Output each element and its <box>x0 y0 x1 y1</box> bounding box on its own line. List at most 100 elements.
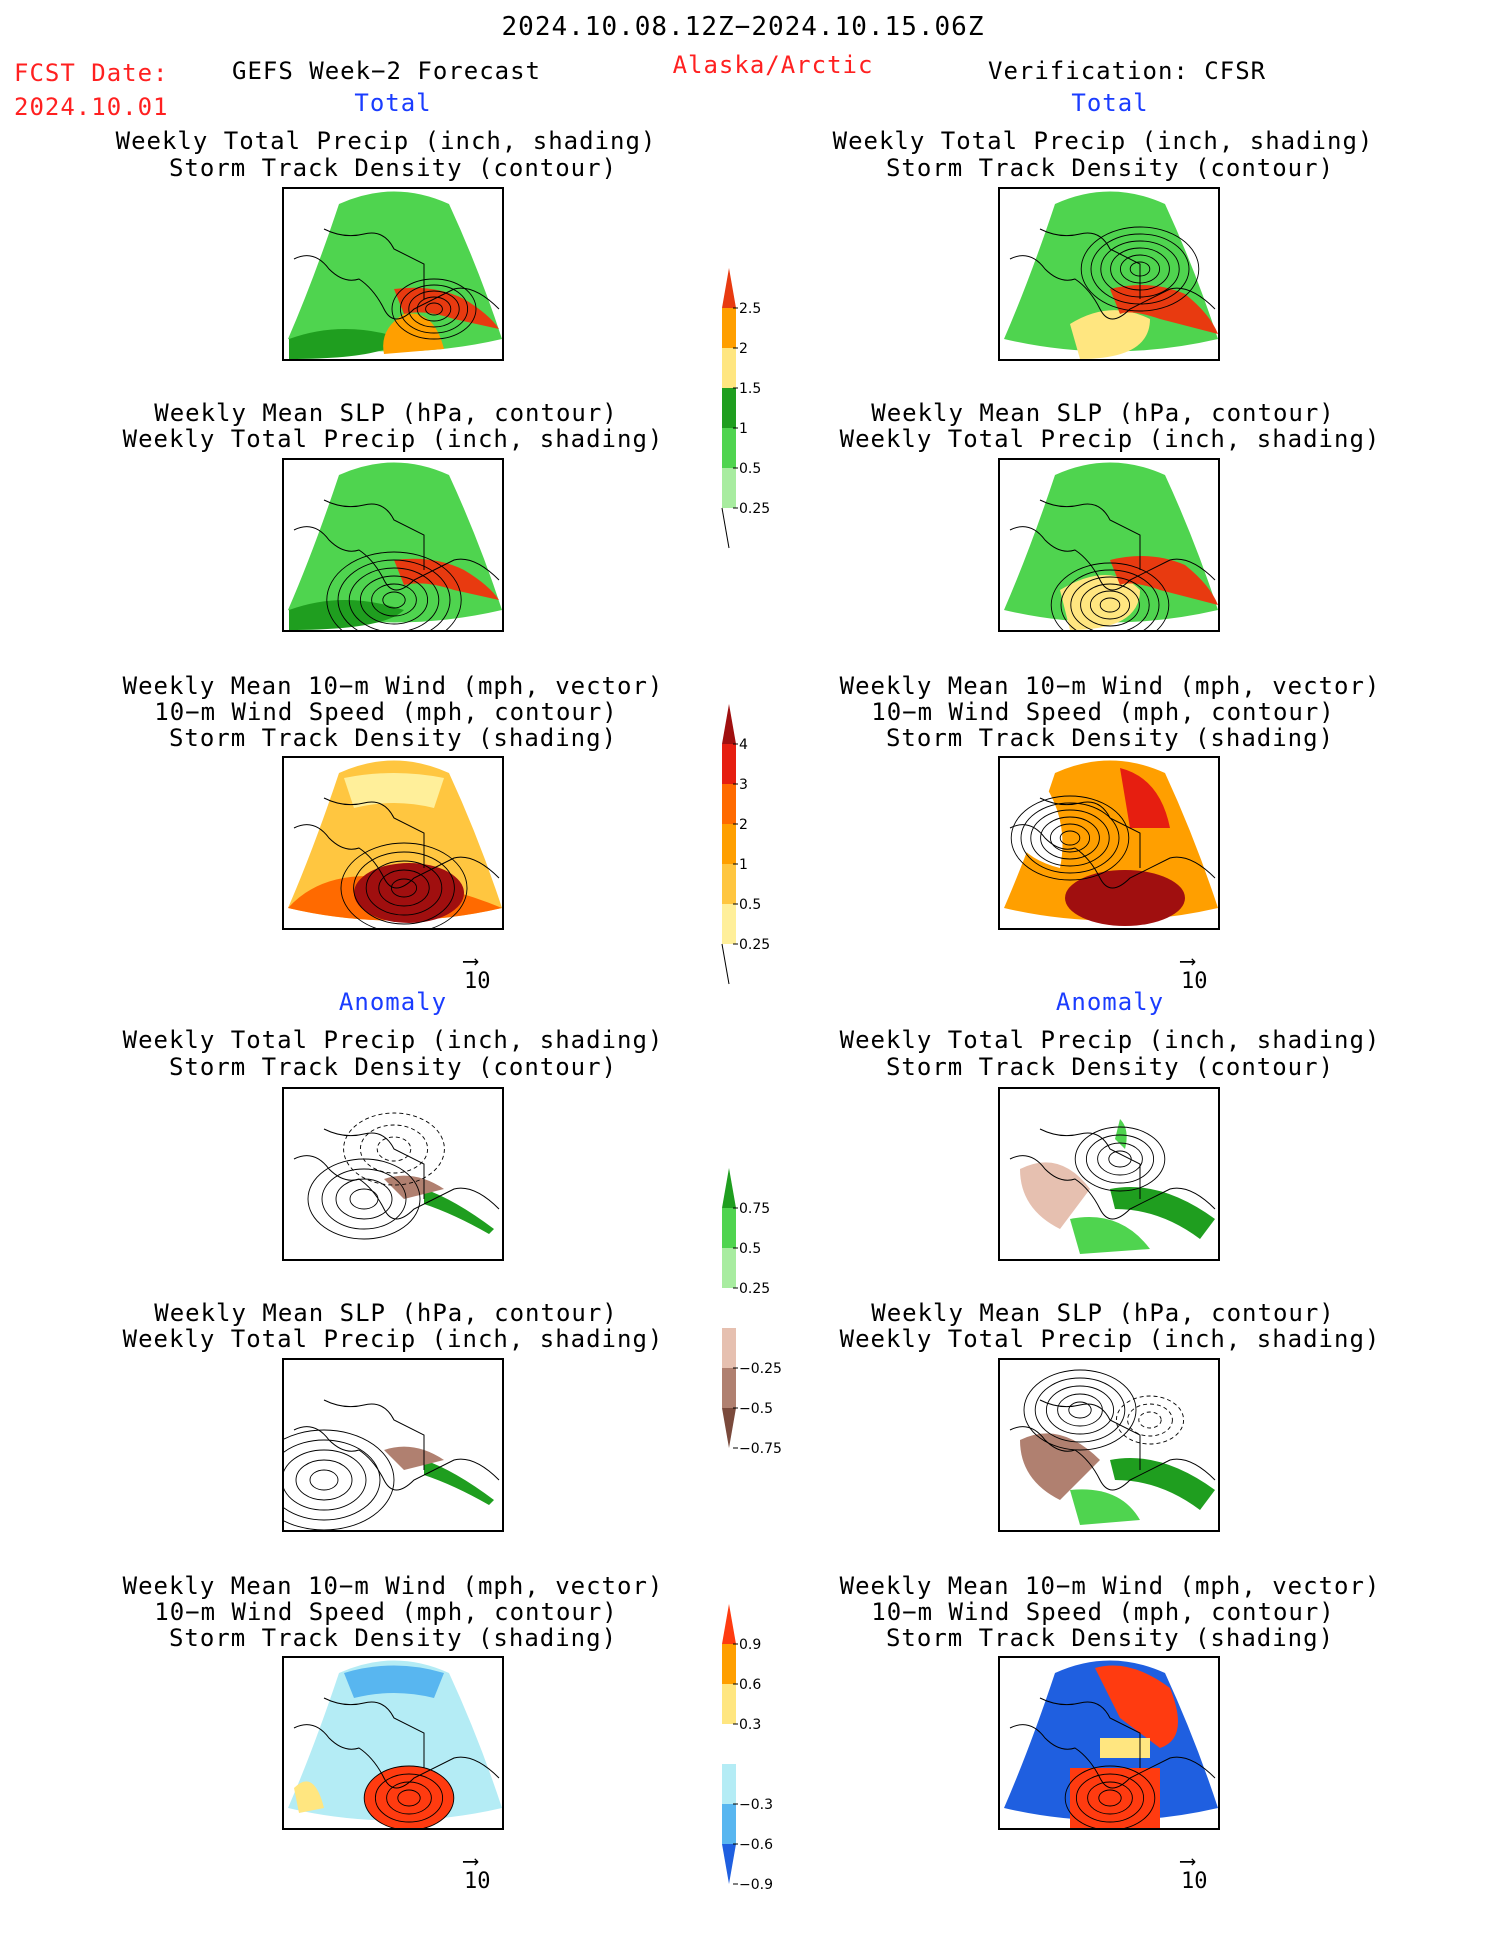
map-graphic <box>288 191 502 359</box>
title-line: 10−m Wind Speed (mph, contour) <box>154 1598 618 1626</box>
arrow-right-icon: ⟶ <box>464 949 478 974</box>
section-total-left: Total <box>354 89 432 117</box>
colorbar-segment <box>722 1764 736 1804</box>
title-line: Storm Track Density (contour) <box>168 154 618 182</box>
colorbar-tick-label: 2.5 <box>739 301 761 317</box>
vector-reference-label: 10 <box>1181 1869 1208 1894</box>
vector-reference-label: 10 <box>1181 969 1208 994</box>
colorbar-segment <box>722 1288 736 1328</box>
colorbar-top-triangle <box>722 704 736 744</box>
map-graphic <box>293 1112 500 1240</box>
product-title: GEFS Week−2 Forecast <box>232 57 541 85</box>
verification-label: Verification: CFSR <box>988 57 1267 85</box>
map-graphic <box>1009 1369 1216 1525</box>
title-line: Weekly Mean 10−m Wind (mph, vector) <box>122 672 664 700</box>
map-total-slp-verification <box>998 458 1220 632</box>
colorbar-tick-label: 0.75 <box>739 1201 770 1217</box>
title-line: Weekly Total Precip (inch, shading) <box>839 425 1381 453</box>
colorbar-tick-label: −0.6 <box>739 1837 773 1853</box>
title-line: Weekly Total Precip (inch, shading) <box>839 1026 1381 1054</box>
colorbar-tick-label: 0.25 <box>739 937 770 953</box>
title-line: Storm Track Density (contour) <box>168 1053 618 1081</box>
map-anom-wind-forecast <box>282 1656 504 1830</box>
colorbar-segment <box>722 1724 736 1764</box>
title-line: Weekly Mean SLP (hPa, contour) <box>871 399 1335 427</box>
section-total-right: Total <box>1071 89 1149 117</box>
title-line: Weekly Total Precip (inch, shading) <box>122 1325 664 1353</box>
map-anom-wind-verification <box>998 1656 1220 1830</box>
title-line: Weekly Mean SLP (hPa, contour) <box>154 1299 618 1327</box>
date-range-title: 2024.10.08.12Z−2024.10.15.06Z <box>501 12 985 42</box>
map-total-precip-verification <box>998 187 1220 361</box>
vector-reference-label: 10 <box>464 1869 491 1894</box>
colorbar-precip-anomaly: 0.75 0.5 0.25 −0.25 −0.5 −0.75 <box>722 1168 812 1508</box>
title-line: Weekly Mean 10−m Wind (mph, vector) <box>839 1572 1381 1600</box>
title-line: Storm Track Density (shading) <box>885 1624 1335 1652</box>
colorbar-segment <box>722 308 736 348</box>
colorbar-tick-label: 0.25 <box>739 1281 770 1297</box>
colorbar-bottom-triangle <box>722 1844 736 1884</box>
vector-reference-anom-right: ⟶ 10 <box>1181 1849 1208 1895</box>
fcst-date-value: 2024.10.01 <box>14 93 169 121</box>
colorbar-tick-label: 0.9 <box>739 1637 761 1653</box>
title-line: Weekly Mean 10−m Wind (mph, vector) <box>122 1572 664 1600</box>
title-line: Weekly Total Precip (inch, shading) <box>122 1026 664 1054</box>
arrow-right-icon: ⟶ <box>1181 949 1195 974</box>
colorbar-precip-total: 2.5 2 1.5 1 0.5 0.25 <box>721 268 812 568</box>
colorbar-segment <box>722 744 736 784</box>
vector-reference-label: 10 <box>464 969 491 994</box>
map-anom-precip-forecast <box>282 1087 504 1261</box>
colorbar-tick-label: 3 <box>739 777 748 793</box>
colorbar-tick-label: 2 <box>739 341 748 357</box>
title-line: Weekly Mean 10−m Wind (mph, vector) <box>839 672 1381 700</box>
title-line: Weekly Mean SLP (hPa, contour) <box>871 1299 1335 1327</box>
colorbar-tick-label: 1 <box>739 421 748 437</box>
section-anomaly-left: Anomaly <box>338 988 448 1016</box>
colorbar-segment <box>722 428 736 468</box>
map-graphic <box>1004 191 1218 359</box>
colorbar-segment <box>722 1804 736 1844</box>
colorbar-segment <box>722 1368 736 1408</box>
colorbar-track-total: 4 3 2 1 0.5 0.25 <box>721 704 812 1004</box>
arrow-right-icon: ⟶ <box>1181 1849 1195 1874</box>
colorbar-top-triangle <box>722 1604 736 1644</box>
colorbar-tick-label: 0.6 <box>739 1677 761 1693</box>
colorbar-tick-label: 0.25 <box>739 501 770 517</box>
colorbar-segment <box>722 1684 736 1724</box>
map-total-precip-forecast <box>282 187 504 361</box>
colorbar-tick-label: 4 <box>739 737 748 753</box>
colorbar-tick-label: 0.3 <box>739 1717 761 1733</box>
colorbar-tick-label: 0.5 <box>739 461 761 477</box>
vector-reference-total-right: ⟶ 10 <box>1181 949 1208 995</box>
colorbar-segment <box>722 1644 736 1684</box>
fcst-date-label: FCST Date: <box>14 59 169 87</box>
title-line: Storm Track Density (shading) <box>168 1624 618 1652</box>
title-line: Weekly Total Precip (inch, shading) <box>839 1325 1381 1353</box>
map-graphic <box>284 1399 500 1530</box>
colorbar-tick-label: 1 <box>739 857 748 873</box>
title-line: Weekly Total Precip (inch, shading) <box>122 425 664 453</box>
map-graphic <box>288 1660 502 1828</box>
colorbar-top-triangle <box>722 268 736 308</box>
map-graphic <box>1004 1660 1218 1828</box>
colorbar-segment <box>722 348 736 388</box>
colorbar-segment <box>722 1328 736 1368</box>
colorbar-tick-label: −0.9 <box>739 1877 773 1893</box>
title-line: Weekly Total Precip (inch, shading) <box>115 127 657 155</box>
colorbar-segment <box>722 864 736 904</box>
colorbar-tick-label: 0.5 <box>739 897 761 913</box>
colorbar-tick-label: −0.25 <box>739 1361 782 1377</box>
map-anom-slp-verification <box>998 1358 1220 1532</box>
map-graphic <box>1004 462 1218 630</box>
map-graphic <box>1009 1119 1216 1254</box>
colorbar-segment <box>722 388 736 428</box>
region-title: Alaska/Arctic <box>672 51 874 79</box>
colorbar-bottom-triangle <box>722 1408 736 1448</box>
arrow-right-icon: ⟶ <box>464 1849 478 1874</box>
vector-reference-total-left: ⟶ 10 <box>464 949 491 995</box>
title-line: Storm Track Density (contour) <box>885 1053 1335 1081</box>
map-graphic <box>1004 760 1218 926</box>
colorbar-tick-label: 1.5 <box>739 381 761 397</box>
map-total-slp-forecast <box>282 458 504 632</box>
colorbar-top-triangle <box>722 1168 736 1208</box>
